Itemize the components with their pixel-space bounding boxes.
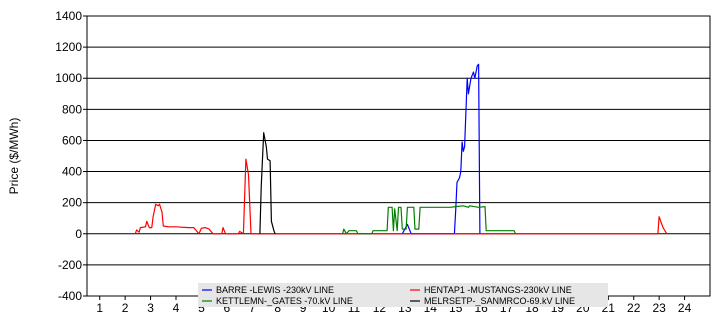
x-tick-label: 5 — [198, 301, 205, 315]
y-tick-label: 200 — [62, 196, 82, 210]
x-tick-label: 4 — [173, 301, 180, 315]
x-tick-label: 8 — [274, 301, 281, 315]
series-lines — [134, 63, 668, 235]
y-axis-ticks: -400 -200 0 200 400 600 800 1000 1200 1400 — [55, 9, 87, 303]
y-tick-label: 1000 — [55, 71, 82, 85]
x-tick-label: 2 — [122, 301, 129, 315]
legend-entry: HENTAP1 -MUSTANGS-230kV LINE — [424, 285, 572, 295]
x-tick-label: 3 — [147, 301, 154, 315]
x-tick-label: 7 — [249, 301, 256, 315]
x-tick-label: 23 — [652, 301, 666, 315]
y-axis-label: Price ($/MWh) — [7, 118, 21, 195]
y-tick-label: 800 — [62, 102, 82, 116]
legend-entry: BARRE -LEWIS -230kV LINE — [216, 285, 334, 295]
x-tick-label: 6 — [224, 301, 231, 315]
y-tick-label: 0 — [75, 227, 82, 241]
legend: BARRE -LEWIS -230kV LINE HENTAP1 -MUSTANG… — [198, 283, 608, 307]
y-tick-label: 1200 — [55, 40, 82, 54]
x-tick-label: 9 — [300, 301, 307, 315]
series-line-4 — [259, 132, 276, 235]
series-line-2 — [134, 158, 668, 235]
legend-box — [198, 283, 608, 307]
legend-entry: MELRSETP-_SANMRCO-69.kV LINE — [424, 296, 575, 306]
x-tick-label: 1 — [96, 301, 103, 315]
x-tick-label: 24 — [678, 301, 692, 315]
series-line-3 — [342, 205, 517, 235]
gridlines — [87, 15, 710, 297]
x-tick-label: 22 — [627, 301, 641, 315]
plot-frame — [86, 15, 711, 297]
y-tick-label: -400 — [58, 289, 82, 303]
y-tick-label: 400 — [62, 165, 82, 179]
y-tick-label: -200 — [58, 258, 82, 272]
y-tick-label: 600 — [62, 133, 82, 147]
legend-entry: KETTLEMN-_GATES -70.kV LINE — [216, 296, 353, 306]
y-tick-label: 1400 — [55, 9, 82, 23]
